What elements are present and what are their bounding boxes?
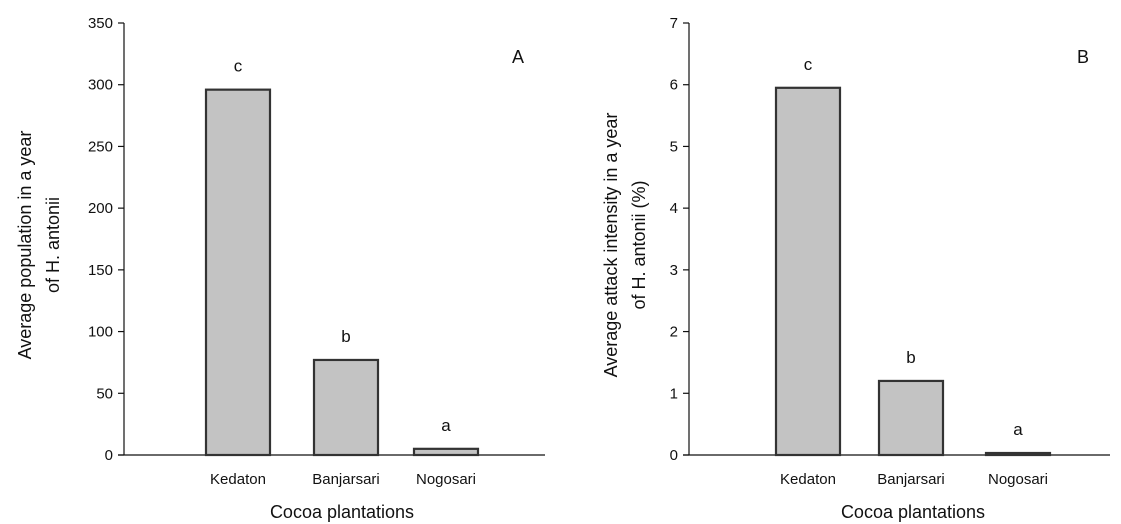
chart-a-significance-letter: a — [441, 416, 451, 435]
chart-b-y-tick-label: 7 — [670, 15, 678, 32]
chart-b-bar-nogosari — [984, 451, 1052, 457]
chart-b-significance-letter: a — [1013, 420, 1023, 439]
chart-b-bar-banjarsari — [877, 379, 945, 457]
chart-b-category-label: Nogosari — [988, 471, 1048, 488]
chart-a-y-tick-label: 150 — [88, 262, 113, 279]
chart-a-bar-banjarsari — [312, 358, 380, 457]
chart-a: 0 50 100 150 200 250 300 350 Kedaton c Banjarsari b… — [15, 15, 545, 522]
chart-b-y-tick-label: 0 — [670, 447, 678, 464]
chart-b-bar-kedaton — [774, 86, 842, 457]
chart-b-y-tick-label: 3 — [670, 262, 678, 279]
chart-b-panel-letter: B — [1077, 47, 1089, 67]
chart-a-y-tick-label: 250 — [88, 138, 113, 155]
chart-b-category-label: Kedaton — [780, 471, 836, 488]
chart-b-y-axis-title: of H. antonii (%) — [629, 180, 649, 309]
chart-b-y-tick-label: 6 — [670, 77, 678, 94]
chart-b-x-axis-title: Cocoa plantations — [841, 502, 985, 522]
chart-a-y-tick-label: 50 — [96, 385, 113, 402]
chart-a-y-tick-label: 0 — [105, 447, 113, 464]
chart-a-category-label: Kedaton — [210, 471, 266, 488]
chart-a-x-axis-title: Cocoa plantations — [270, 502, 414, 522]
chart-a-y-tick-label: 100 — [88, 324, 113, 341]
chart-a-significance-letter: b — [341, 327, 350, 346]
chart-b-y-tick-label: 1 — [670, 385, 678, 402]
chart-b-y-tick-label: 5 — [670, 138, 678, 155]
chart-a-y-tick-label: 350 — [88, 15, 113, 32]
chart-a-significance-letter: c — [234, 57, 243, 76]
chart-b-category-label: Banjarsari — [877, 471, 945, 488]
chart-b: 0 1 2 3 4 5 6 7 Kedaton c Banjarsari b Nogosari a B Ave… — [601, 15, 1110, 522]
chart-a-y-tick-label: 200 — [88, 200, 113, 217]
chart-b-y-tick-label: 4 — [670, 200, 678, 217]
chart-a-category-label: Banjarsari — [312, 471, 380, 488]
chart-a-y-axis-title: Average population in a year — [15, 131, 35, 360]
chart-b-significance-letter: b — [906, 348, 915, 367]
chart-b-significance-letter: c — [804, 55, 813, 74]
chart-a-category-label: Nogosari — [416, 471, 476, 488]
chart-a-bar-kedaton — [204, 88, 272, 457]
chart-b-y-tick-label: 2 — [670, 324, 678, 341]
chart-a-y-axis-title: of H. antonii — [43, 197, 63, 293]
chart-b-y-axis-title: Average attack intensity in a year — [601, 113, 621, 378]
chart-a-panel-letter: A — [512, 47, 524, 67]
chart-a-y-tick-label: 300 — [88, 77, 113, 94]
chart-a-bar-nogosari — [412, 447, 480, 457]
